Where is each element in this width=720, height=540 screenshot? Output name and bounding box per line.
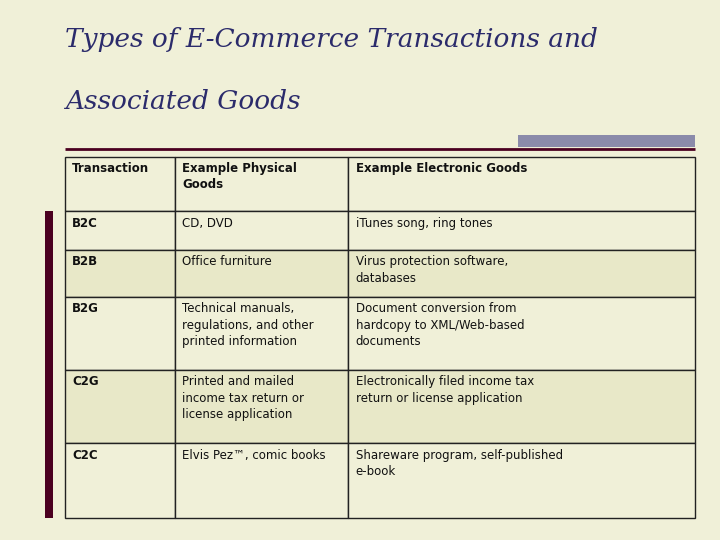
FancyBboxPatch shape bbox=[175, 443, 348, 518]
FancyBboxPatch shape bbox=[175, 297, 348, 370]
Text: Example Electronic Goods: Example Electronic Goods bbox=[356, 162, 527, 175]
Text: B2B: B2B bbox=[72, 255, 98, 268]
FancyBboxPatch shape bbox=[348, 370, 695, 443]
FancyBboxPatch shape bbox=[348, 157, 695, 212]
Text: Elvis Pez™, comic books: Elvis Pez™, comic books bbox=[182, 449, 326, 462]
FancyBboxPatch shape bbox=[348, 250, 695, 297]
Text: C2G: C2G bbox=[72, 375, 99, 388]
FancyBboxPatch shape bbox=[65, 157, 175, 212]
Text: B2G: B2G bbox=[72, 302, 99, 315]
Text: Office furniture: Office furniture bbox=[182, 255, 272, 268]
FancyBboxPatch shape bbox=[65, 250, 175, 297]
Text: iTunes song, ring tones: iTunes song, ring tones bbox=[356, 217, 492, 230]
FancyBboxPatch shape bbox=[65, 443, 175, 518]
Text: Virus protection software,
databases: Virus protection software, databases bbox=[356, 255, 508, 285]
FancyBboxPatch shape bbox=[175, 370, 348, 443]
FancyBboxPatch shape bbox=[348, 297, 695, 370]
FancyBboxPatch shape bbox=[518, 135, 695, 147]
Text: Associated Goods: Associated Goods bbox=[65, 89, 300, 114]
Text: Shareware program, self-published
e-book: Shareware program, self-published e-book bbox=[356, 449, 562, 478]
FancyBboxPatch shape bbox=[65, 297, 175, 370]
FancyBboxPatch shape bbox=[45, 212, 53, 518]
Text: C2C: C2C bbox=[72, 449, 98, 462]
Text: Printed and mailed
income tax return or
license application: Printed and mailed income tax return or … bbox=[182, 375, 305, 421]
Text: Electronically filed income tax
return or license application: Electronically filed income tax return o… bbox=[356, 375, 534, 405]
Text: CD, DVD: CD, DVD bbox=[182, 217, 233, 230]
FancyBboxPatch shape bbox=[175, 157, 348, 212]
Text: Example Physical
Goods: Example Physical Goods bbox=[182, 162, 297, 192]
Text: Technical manuals,
regulations, and other
printed information: Technical manuals, regulations, and othe… bbox=[182, 302, 314, 348]
FancyBboxPatch shape bbox=[175, 212, 348, 250]
FancyBboxPatch shape bbox=[65, 212, 175, 250]
FancyBboxPatch shape bbox=[65, 370, 175, 443]
FancyBboxPatch shape bbox=[348, 212, 695, 250]
Text: Document conversion from
hardcopy to XML/Web-based
documents: Document conversion from hardcopy to XML… bbox=[356, 302, 524, 348]
Text: Types of E-Commerce Transactions and: Types of E-Commerce Transactions and bbox=[65, 27, 598, 52]
FancyBboxPatch shape bbox=[175, 250, 348, 297]
FancyBboxPatch shape bbox=[348, 443, 695, 518]
Text: B2C: B2C bbox=[72, 217, 98, 230]
Text: Transaction: Transaction bbox=[72, 162, 149, 175]
